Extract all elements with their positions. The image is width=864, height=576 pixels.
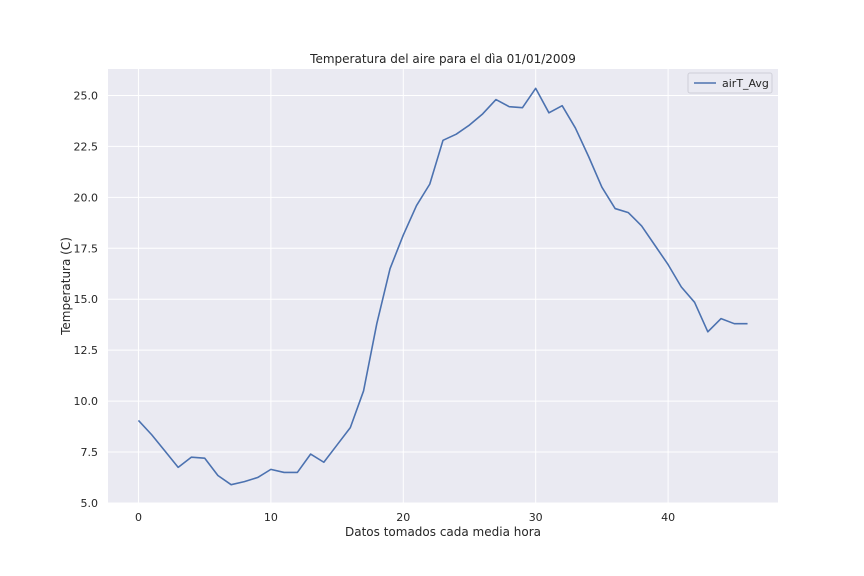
y-axis-label: Temperatura (C) xyxy=(59,237,73,336)
series-lines xyxy=(137,87,748,486)
grid-lines xyxy=(108,69,778,504)
x-tick-label: 20 xyxy=(396,511,410,524)
legend-box xyxy=(687,72,773,94)
x-tick-label: 0 xyxy=(135,511,142,524)
x-tick-label: 40 xyxy=(661,511,675,524)
y-tick-label: 12.5 xyxy=(74,344,99,357)
y-tick-label: 20.0 xyxy=(74,191,99,204)
y-tick-label: 15.0 xyxy=(74,293,99,306)
x-tick-label: 10 xyxy=(264,511,278,524)
y-axis-ticks: 5.0 7.5 10.0 12.5 15.0 17.5 20.0 22.5 25.0 xyxy=(74,89,99,510)
legend-label: airT_Avg xyxy=(722,77,769,90)
y-tick-label: 22.5 xyxy=(74,140,99,153)
x-axis-label: Datos tomados cada media hora xyxy=(345,525,541,539)
y-tick-label: 17.5 xyxy=(74,242,99,255)
chart-title: Temperatura del aire para el dìa 01/01/2… xyxy=(309,52,576,66)
y-tick-label: 7.5 xyxy=(81,446,99,459)
legend: airT_Avg xyxy=(687,72,773,94)
series-line-airT_Avg xyxy=(137,87,748,486)
x-axis-ticks: 0 10 20 30 40 xyxy=(135,511,675,524)
x-tick-label: 30 xyxy=(529,511,543,524)
y-tick-label: 25.0 xyxy=(74,89,99,102)
y-tick-label: 5.0 xyxy=(81,497,99,510)
plot-area xyxy=(108,69,778,503)
y-tick-label: 10.0 xyxy=(74,395,99,408)
